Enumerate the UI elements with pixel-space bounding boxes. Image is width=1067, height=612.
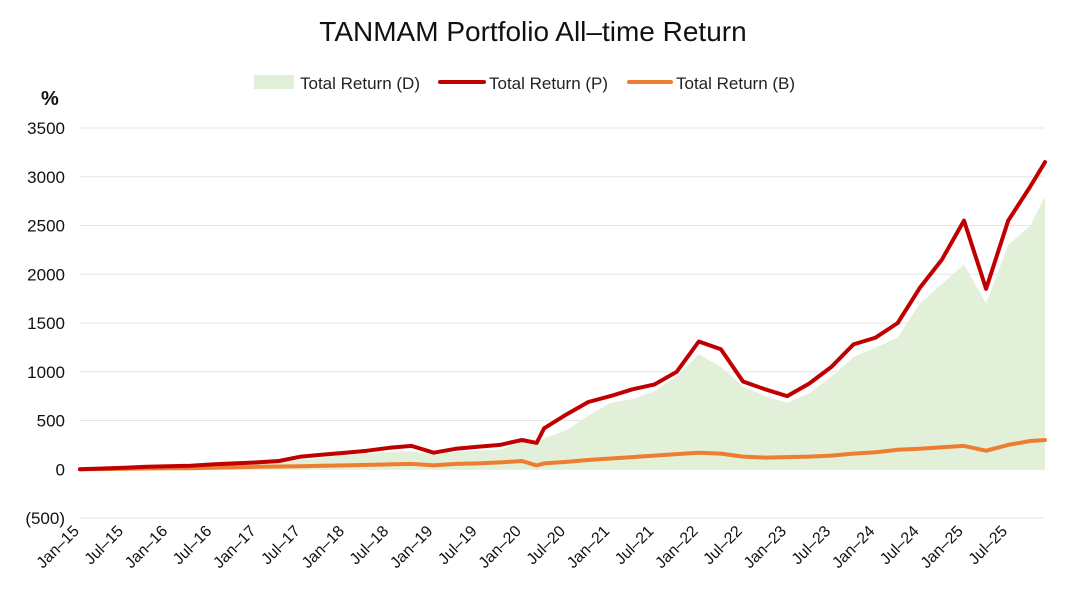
y-tick-label: 2500 [27, 217, 65, 236]
plot-area [80, 196, 1045, 470]
x-tick-label: Jul–24 [877, 523, 922, 568]
series-line-total-return-b [78, 438, 1047, 472]
y-tick-label: (500) [25, 509, 65, 528]
series-area-total-return-d [80, 196, 1045, 470]
x-tick-label: Jan–21 [564, 523, 613, 572]
series-line-total-return-p [78, 160, 1047, 472]
y-tick-label: 0 [56, 460, 65, 479]
y-tick-label: 1000 [27, 363, 65, 382]
x-tick-label: Jul–17 [258, 523, 303, 568]
x-tick-label: Jan–24 [829, 523, 878, 572]
x-tick-label: Jul–21 [612, 523, 657, 568]
x-tick-label: Jan–18 [299, 523, 348, 572]
series-lines [78, 160, 1047, 472]
legend-label-d: Total Return (D) [300, 74, 420, 93]
x-tick-label: Jan–19 [387, 523, 436, 572]
legend-swatch-d [254, 75, 294, 89]
chart-title: TANMAM Portfolio All–time Return [319, 16, 746, 47]
x-tick-label: Jul–23 [789, 523, 834, 568]
x-tick-label: Jul–15 [82, 523, 127, 568]
legend-label-p: Total Return (P) [489, 74, 608, 93]
legend-label-b: Total Return (B) [676, 74, 795, 93]
x-tick-label: Jul–25 [966, 523, 1011, 568]
y-tick-label: 2000 [27, 265, 65, 284]
y-tick-label: 3500 [27, 119, 65, 138]
legend: Total Return (D) Total Return (P) Total … [254, 74, 795, 93]
y-axis-unit: % [41, 88, 59, 110]
x-tick-label: Jul–18 [347, 523, 392, 568]
x-tick-label: Jan–22 [652, 523, 701, 572]
y-axis-ticks: 3500 3000 2500 2000 1500 1000 500 0 (500) [25, 119, 65, 528]
x-tick-label: Jan–15 [34, 523, 83, 572]
y-tick-label: 3000 [27, 168, 65, 187]
y-tick-label: 1500 [27, 314, 65, 333]
x-tick-label: Jan–20 [476, 523, 525, 572]
y-tick-label: 500 [37, 412, 65, 431]
x-tick-label: Jul–16 [170, 523, 215, 568]
x-tick-label: Jan–17 [210, 523, 259, 572]
x-tick-label: Jan–25 [918, 523, 967, 572]
x-tick-label: Jan–23 [741, 523, 790, 572]
x-tick-label: Jul–19 [435, 523, 480, 568]
x-tick-label: Jan–16 [122, 523, 171, 572]
x-tick-label: Jul–22 [700, 523, 745, 568]
x-tick-label: Jul–20 [524, 523, 569, 568]
x-axis-ticks: Jan–15Jul–15Jan–16Jul–16Jan–17Jul–17Jan–… [34, 523, 1011, 572]
